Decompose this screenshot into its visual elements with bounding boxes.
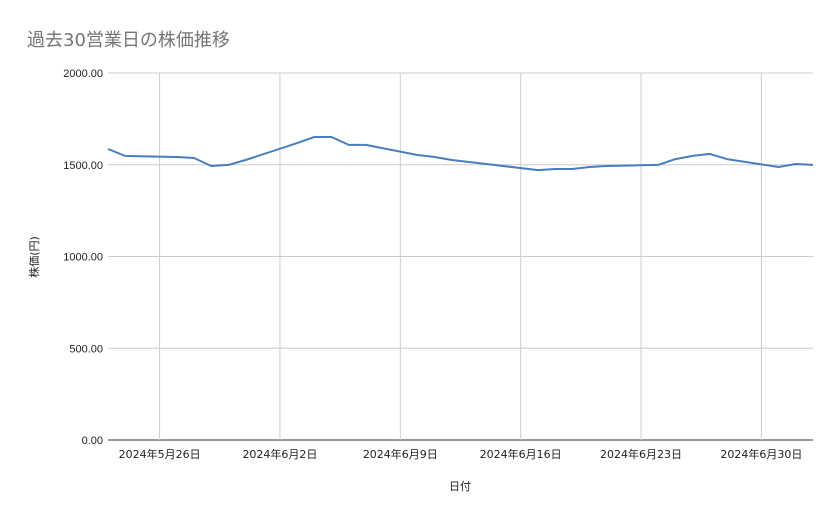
y-tick-label: 2000.00 (63, 68, 103, 80)
x-tick-label: 2024年6月23日 (600, 447, 682, 461)
x-tick-label: 2024年5月26日 (119, 447, 201, 461)
series-line (107, 136, 814, 172)
y-tick-label: 500.00 (69, 343, 103, 355)
y-tick-label: 0.00 (82, 435, 103, 447)
x-tick-label: 2024年6月16日 (480, 447, 562, 461)
chart-title: 過去30営業日の株価推移 (27, 30, 230, 51)
y-tick-label: 1500.00 (63, 160, 103, 172)
x-tick-label: 2024年6月30日 (720, 447, 802, 461)
x-tick-label: 2024年6月9日 (363, 447, 438, 461)
y-axis-label: 株価(円) (27, 236, 41, 278)
x-axis-label: 日付 (449, 480, 471, 493)
x-tick-label: 2024年6月2日 (242, 447, 317, 461)
y-tick-label: 1000.00 (63, 252, 103, 264)
